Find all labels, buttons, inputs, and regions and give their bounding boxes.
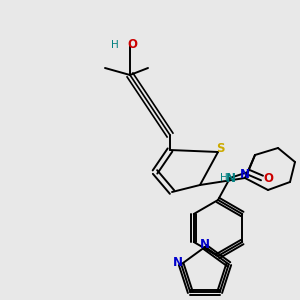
Text: N: N [240, 167, 250, 181]
Text: N: N [200, 238, 210, 251]
Text: N: N [173, 256, 183, 269]
Text: S: S [216, 142, 224, 155]
Text: N: N [226, 172, 236, 184]
Text: O: O [263, 172, 273, 184]
Text: H: H [220, 173, 228, 183]
Text: O: O [127, 38, 137, 52]
Text: H: H [111, 40, 119, 50]
